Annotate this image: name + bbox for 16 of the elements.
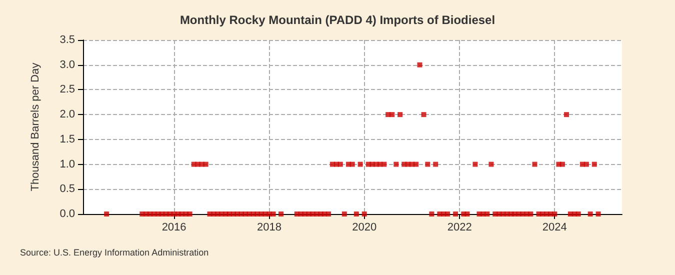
y-tick-label: 2.5 <box>60 84 75 96</box>
y-tick-label: 3.5 <box>60 34 75 46</box>
x-tick-label: 2016 <box>162 222 186 234</box>
y-tick-label: 3.0 <box>60 58 75 71</box>
y-tick-label: 1.0 <box>60 158 75 170</box>
x-tick-label: 2024 <box>542 222 567 234</box>
x-tick-label: 2020 <box>352 222 377 234</box>
x-tick-label: 2018 <box>257 222 282 234</box>
y-axis-title: Thousand Barrels per Day <box>30 62 42 192</box>
x-tick-label: 2022 <box>447 222 472 234</box>
chart-title: Monthly Rocky Mountain (PADD 4) Imports of Biodiesel <box>180 13 496 27</box>
source-note: Source: U.S. Energy Information Administration <box>20 248 209 258</box>
y-tick-label: 0.5 <box>60 183 75 196</box>
y-tick-label: 2.0 <box>60 108 75 121</box>
y-tick-label: 0.0 <box>60 208 75 220</box>
y-tick-label: 1.5 <box>60 133 75 146</box>
